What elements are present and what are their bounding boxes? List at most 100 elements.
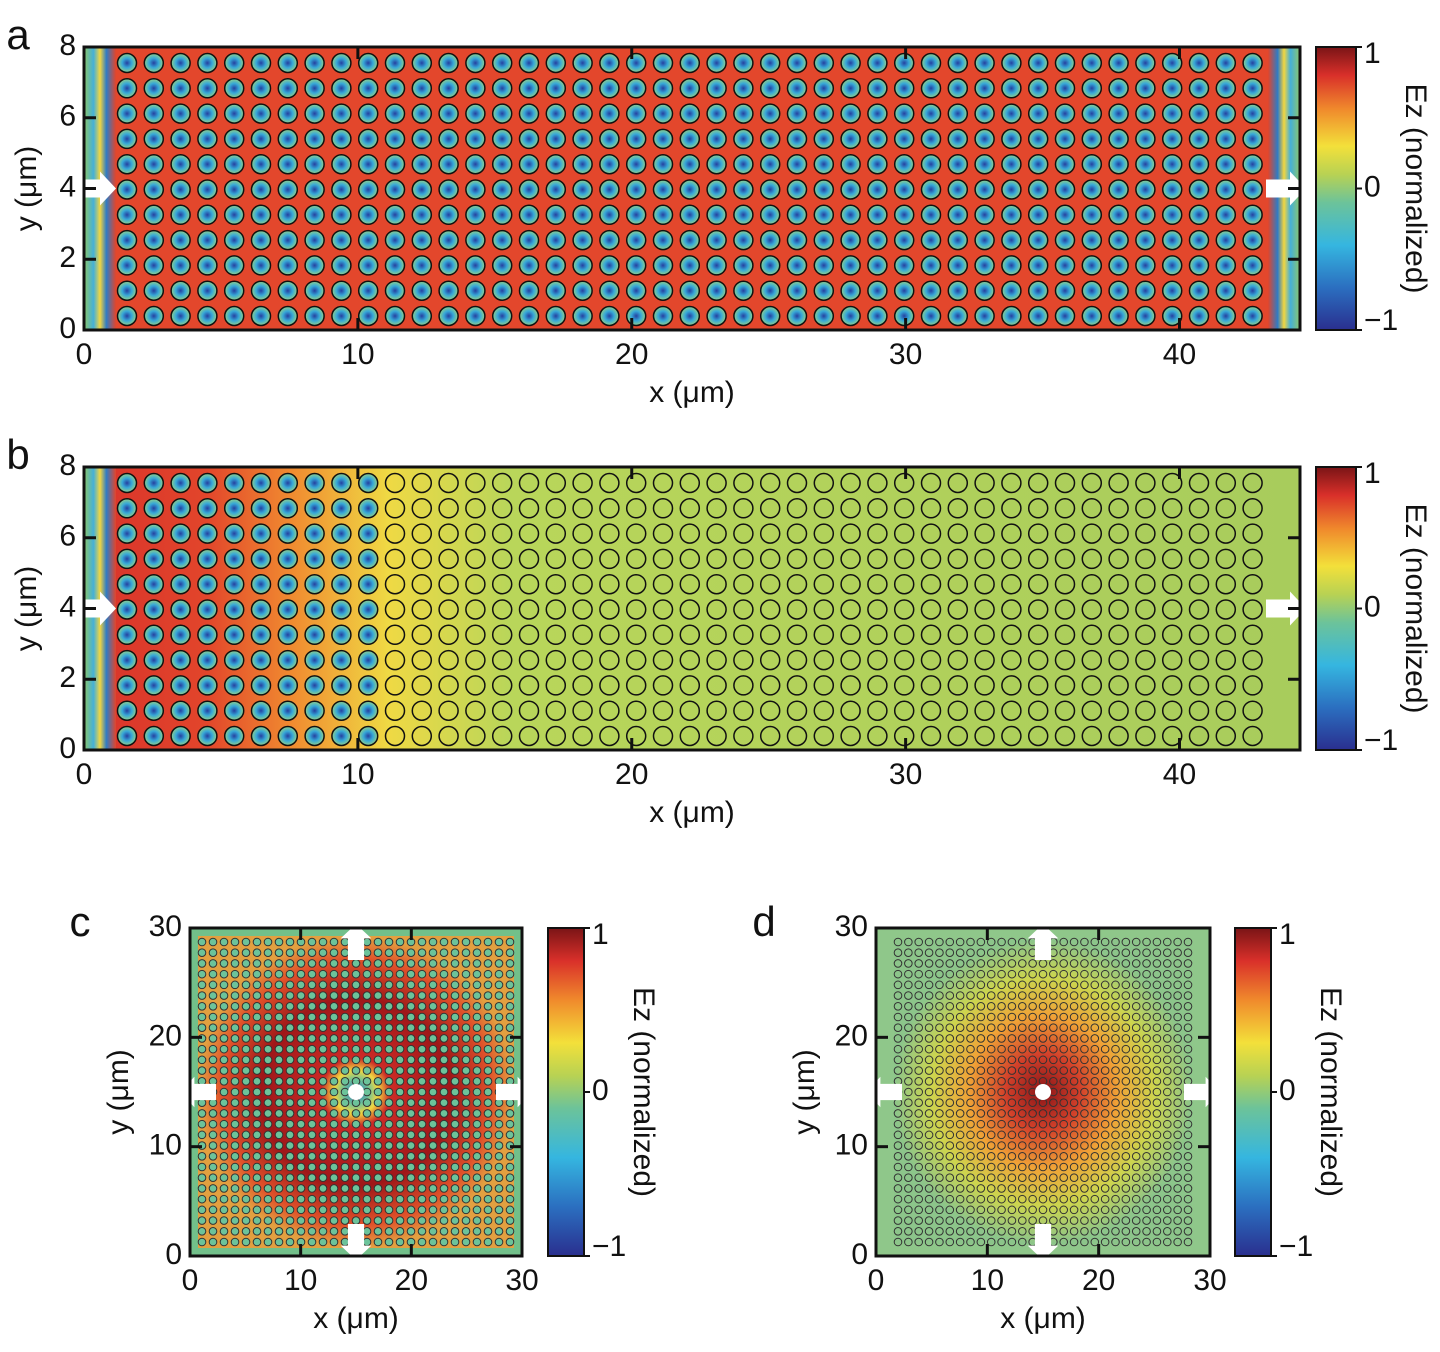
hole	[1173, 980, 1182, 990]
hole	[986, 1001, 996, 1011]
hole	[945, 1205, 955, 1215]
hole	[230, 1109, 240, 1118]
hole	[406, 991, 416, 1000]
hole	[197, 948, 207, 958]
hole	[904, 1023, 913, 1033]
x-tick-label: 0	[868, 1264, 885, 1297]
hole	[277, 523, 299, 544]
hole	[223, 649, 245, 671]
hole	[1121, 1087, 1131, 1097]
hole	[116, 179, 138, 200]
source	[348, 1084, 364, 1100]
hole	[1080, 1109, 1089, 1118]
hole	[966, 1087, 975, 1097]
hole	[197, 700, 218, 721]
hole	[1090, 1109, 1100, 1118]
hole	[351, 1119, 361, 1129]
hole	[935, 1109, 944, 1118]
hole	[1001, 179, 1022, 200]
hole	[1038, 1001, 1048, 1011]
hole	[197, 649, 218, 671]
hole	[1059, 1012, 1069, 1022]
y-axis-label: y (μm)	[10, 146, 43, 232]
hole	[945, 1151, 955, 1161]
y-tick-label: 4	[59, 170, 76, 203]
hole	[1038, 980, 1048, 990]
hole	[1162, 948, 1172, 958]
hole	[1131, 1237, 1141, 1247]
hole	[1152, 980, 1162, 990]
hole	[955, 1087, 965, 1097]
hole	[935, 969, 944, 979]
hole	[955, 969, 965, 979]
x-tick-label: 40	[1163, 758, 1196, 791]
hole	[384, 548, 406, 570]
hole	[840, 624, 861, 646]
hole	[1188, 624, 1210, 646]
hole	[924, 1044, 934, 1054]
hole	[461, 1216, 471, 1225]
hole	[1152, 1141, 1162, 1150]
hole	[116, 573, 138, 595]
hole	[274, 1044, 284, 1054]
hole	[840, 523, 861, 544]
hole	[893, 498, 915, 519]
hole	[250, 305, 272, 327]
colorbar-tick-label: −1	[1364, 724, 1398, 757]
hole	[439, 1098, 449, 1108]
hole	[1090, 969, 1100, 979]
hole	[439, 948, 449, 958]
hole	[924, 1119, 934, 1129]
hole	[1081, 599, 1103, 620]
hole	[986, 1216, 996, 1225]
hole	[472, 1226, 482, 1236]
hole	[472, 1141, 482, 1150]
hole	[428, 948, 438, 958]
hole	[1054, 280, 1076, 301]
hole	[759, 52, 781, 74]
hole	[307, 1141, 317, 1150]
hole	[924, 1151, 934, 1161]
hole	[1108, 229, 1129, 251]
hole	[285, 969, 295, 979]
hole	[116, 523, 138, 544]
x-tick-label: 20	[615, 758, 648, 791]
hole	[1152, 1226, 1162, 1236]
hole	[395, 980, 405, 990]
hole	[395, 1076, 405, 1086]
hole	[439, 1205, 449, 1215]
hole	[1090, 991, 1100, 1000]
hole	[893, 280, 915, 301]
hole	[329, 1066, 339, 1075]
hole	[439, 1076, 449, 1086]
hole	[974, 649, 995, 671]
hole	[893, 1109, 903, 1118]
hole	[208, 1012, 218, 1022]
hole	[1242, 700, 1263, 721]
hole	[362, 1226, 372, 1236]
hole	[483, 1044, 493, 1054]
hole	[1069, 1194, 1079, 1204]
hole	[395, 1109, 405, 1118]
hole	[384, 1237, 394, 1247]
hole	[1054, 548, 1076, 570]
hole	[1142, 1141, 1151, 1150]
hole	[223, 725, 245, 747]
hole	[945, 1119, 955, 1129]
hole	[1059, 980, 1069, 990]
hole	[976, 980, 986, 990]
hole	[219, 1184, 229, 1193]
hole	[1188, 472, 1210, 494]
hole	[263, 1205, 273, 1215]
hole	[997, 1194, 1006, 1204]
hole	[307, 1098, 317, 1108]
hole	[625, 52, 647, 74]
hole	[840, 153, 861, 175]
hole	[706, 700, 727, 721]
hole	[274, 1151, 284, 1161]
hole	[1007, 1109, 1017, 1118]
hole	[438, 78, 459, 99]
hole	[1215, 649, 1237, 671]
hole	[955, 1216, 965, 1225]
hole	[357, 573, 379, 595]
